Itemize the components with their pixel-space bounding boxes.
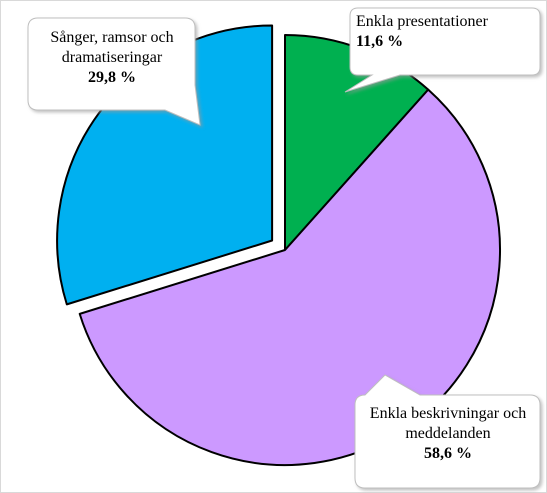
- value-label: 58,6 %: [424, 445, 472, 462]
- callout-box: [344, 7, 541, 93]
- category-label: Sånger, ramsor och dramatiseringar: [50, 29, 174, 66]
- category-label: Enkla beskrivningar och meddelanden: [369, 405, 527, 442]
- data-label: Enkla presentationer 11,6 %: [352, 12, 542, 52]
- value-label: 11,6 %: [356, 33, 404, 50]
- pie-slice: [56, 24, 274, 306]
- callout-box: [27, 17, 201, 126]
- callout-box: [354, 374, 541, 489]
- category-label: Enkla presentationer: [356, 13, 488, 30]
- data-label: Sånger, ramsor och dramatiseringar 29,8 %: [36, 28, 188, 88]
- slices: [56, 24, 501, 466]
- value-label: 29,8 %: [88, 69, 136, 86]
- data-label: Enkla beskrivningar och meddelanden 58,6 …: [360, 404, 536, 464]
